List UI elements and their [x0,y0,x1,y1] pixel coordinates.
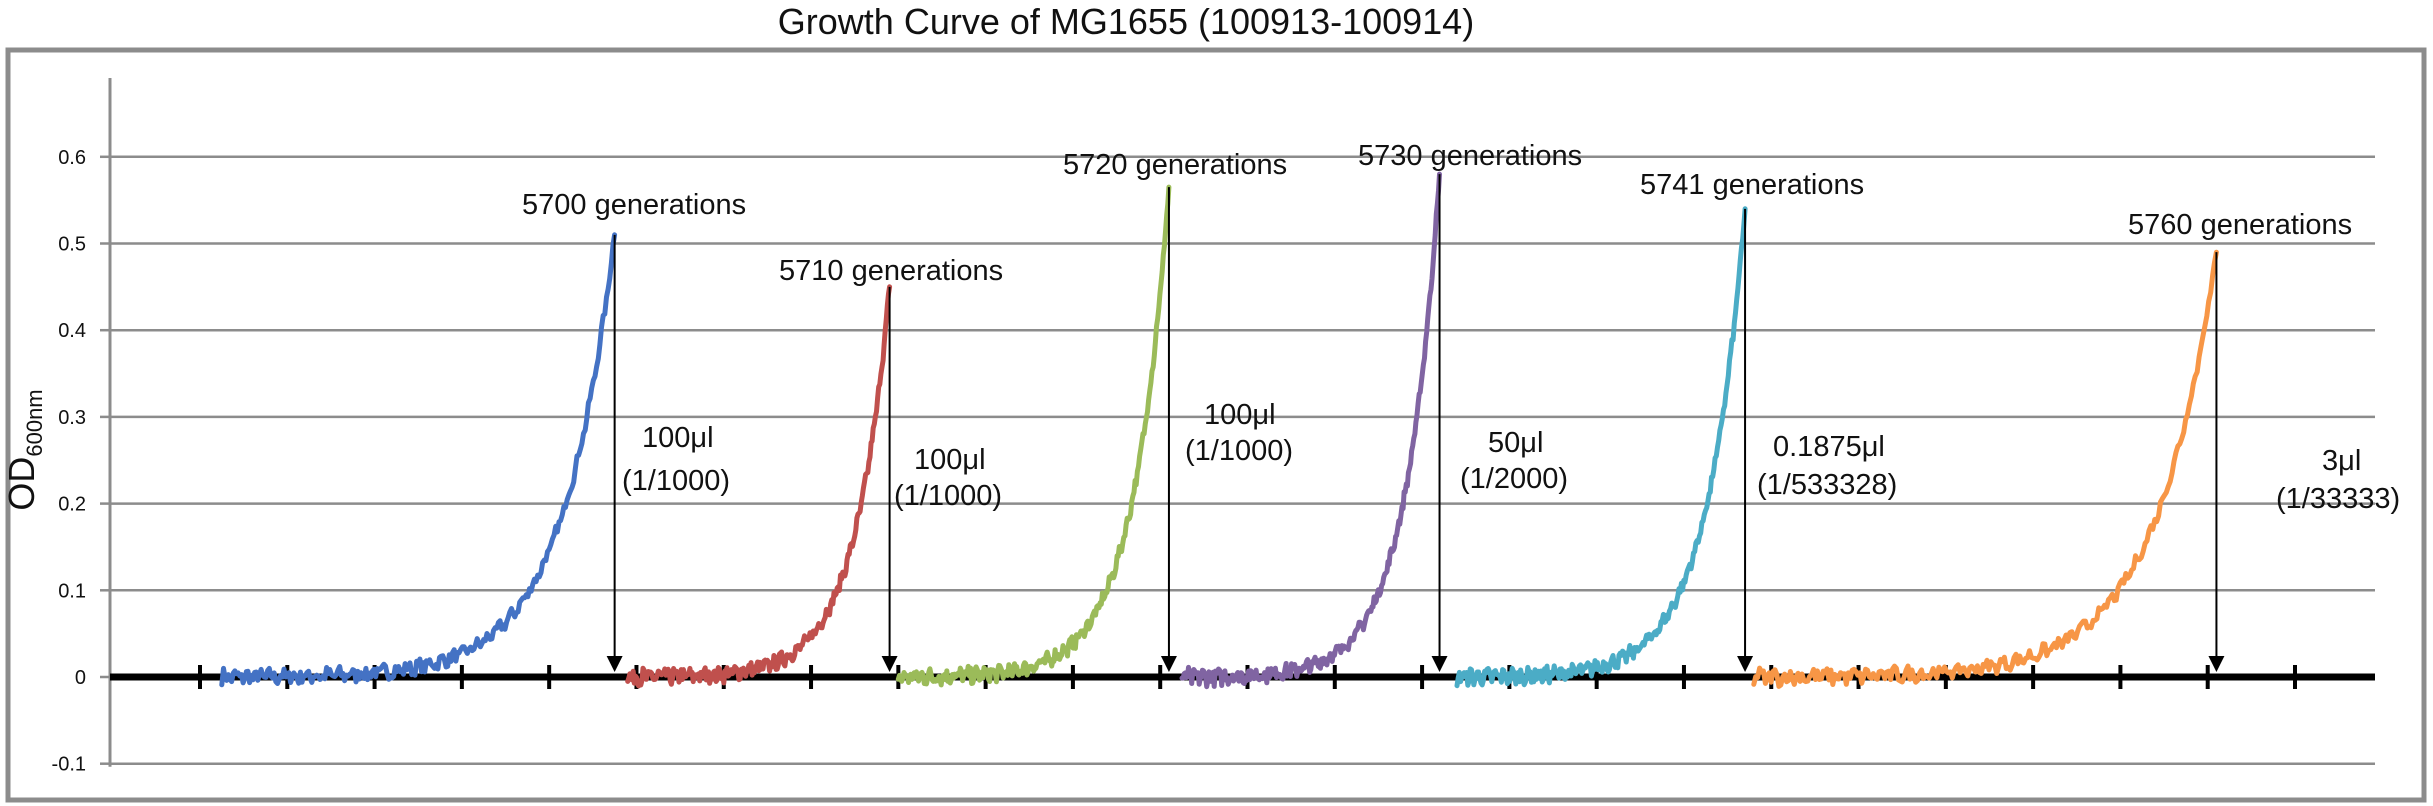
arrow-head-4 [1431,656,1448,672]
annotation-6-volume: 3μl [2322,445,2361,477]
annotation-4-ratio: (1/2000) [1460,463,1568,495]
annotation-5-volume: 0.1875μl [1773,431,1885,463]
grid-lines [110,155,2375,765]
series-line-5 [1454,206,1748,689]
y-axis-label: OD600nm [1,389,47,510]
series-line-2 [625,284,893,689]
arrow-head-5 [1737,656,1754,672]
y-tick-labels: -0.1 0 0.1 0.2 0.3 0.4 0.5 0.6 [52,147,86,776]
annotation-3-generation: 5720 generations [1063,149,1287,181]
arrow-head-3 [1160,656,1177,672]
annotation-3-ratio: (1/1000) [1185,435,1293,467]
annotation-3: 5720 generations 100μl (1/1000) [1063,149,1293,467]
y-tick-label-7: 0.6 [58,147,86,169]
arrow-head-6 [2208,656,2225,672]
y-axis-label-main: OD [1,457,42,511]
annotation-6-ratio: (1/33333) [2276,483,2400,515]
y-tick-label-0: -0.1 [52,754,86,776]
series-line-6 [1751,249,2219,689]
y-tick-label-5: 0.4 [58,320,86,342]
annotation-6-generation: 5760 generations [2128,209,2352,241]
y-tick-label-4: 0.3 [58,407,86,429]
annotation-2: 5710 generations 100μl (1/1000) [779,255,1003,512]
series-line-3 [895,184,1172,688]
annotation-1: 5700 generations 100μl (1/1000) [522,189,746,497]
annotation-1-volume: 100μl [642,422,714,454]
annotation-6: 5760 generations 3μl (1/33333) [2128,209,2400,515]
annotation-4-volume: 50μl [1488,427,1543,459]
annotation-1-generation: 5700 generations [522,189,746,221]
annotation-2-volume: 100μl [914,444,986,476]
annotation-3-volume: 100μl [1204,399,1276,431]
chart-title: Growth Curve of MG1655 (100913-100914) [778,1,1474,42]
arrow-head-2 [881,656,898,672]
annotation-arrows [606,174,2225,672]
y-axis [100,78,112,767]
annotation-4: 5730 generations 50μl (1/2000) [1358,140,1582,495]
annotation-2-generation: 5710 generations [779,255,1003,287]
annotation-5-generation: 5741 generations [1640,169,1864,201]
y-tick-label-1: 0 [75,667,86,689]
series-line-4 [1179,171,1442,690]
y-tick-label-2: 0.1 [58,580,86,602]
annotation-5: 5741 generations 0.1875μl (1/533328) [1640,169,1897,501]
annotation-4-generation: 5730 generations [1358,140,1582,172]
y-tick-label-3: 0.2 [58,494,86,516]
annotation-5-ratio: (1/533328) [1757,469,1897,501]
series-line-1 [219,232,618,688]
annotation-2-ratio: (1/1000) [894,480,1002,512]
y-axis-label-subscript: 600nm [22,389,47,456]
arrow-head-1 [606,656,623,672]
y-tick-label-6: 0.5 [58,234,86,256]
series-lines [219,171,2219,690]
annotation-1-ratio: (1/1000) [622,465,730,497]
